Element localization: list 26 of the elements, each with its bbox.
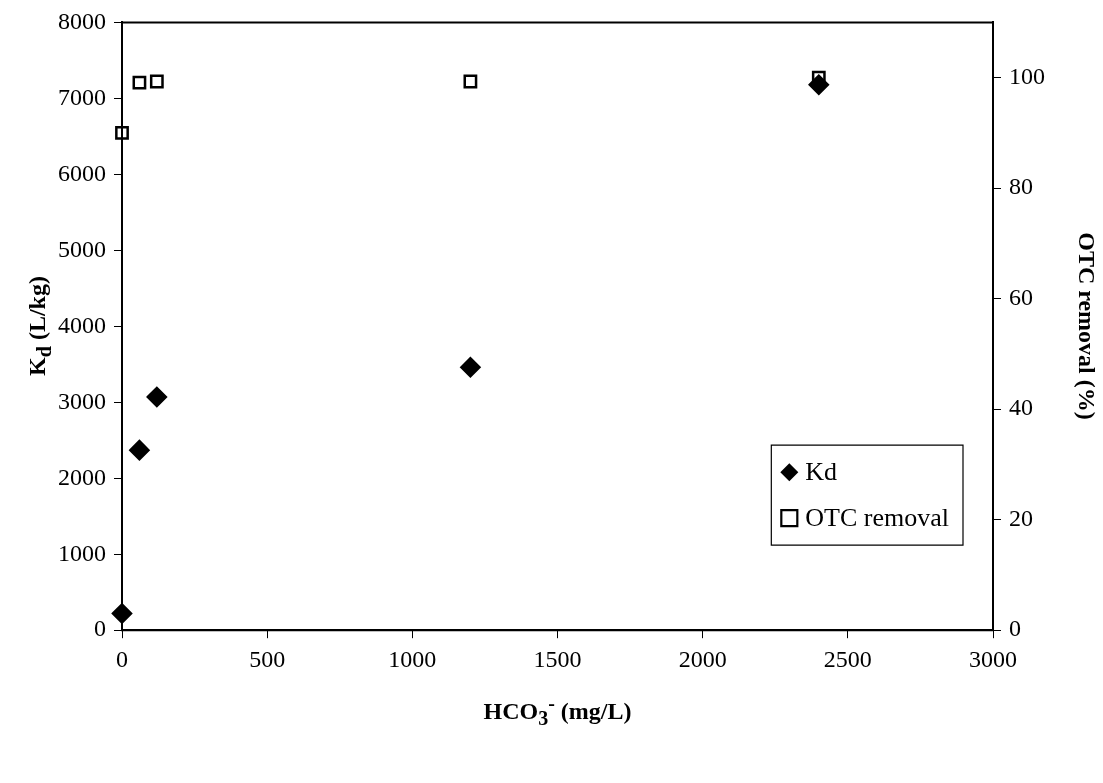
y-tick-label: 4000: [58, 311, 106, 338]
x-tick-label: 1000: [388, 645, 437, 672]
x-tick-label: 3000: [969, 645, 1017, 672]
y2-tick-label: 100: [1009, 62, 1045, 89]
x-axis-title: HCO$_{3}$$^{-}$ (mg/L): [483, 692, 632, 730]
y2-tick-label: 60: [1009, 283, 1033, 310]
y2-tick-label: 80: [1009, 173, 1033, 200]
y2-tick-label: 40: [1009, 394, 1033, 421]
x-tick-label: 500: [249, 645, 286, 672]
y-tick-label: 8000: [58, 7, 106, 34]
y-tick-label: 2000: [58, 463, 106, 490]
y-tick-label: 3000: [58, 387, 106, 414]
y-tick-label: 6000: [58, 159, 106, 186]
x-tick-label: 0: [116, 645, 128, 672]
y2-tick-label: 20: [1009, 504, 1033, 531]
y-tick-label: 0: [94, 615, 106, 642]
y-tick-label: 1000: [58, 539, 106, 566]
y2-tick-label: 0: [1009, 615, 1021, 642]
legend-label: OTC removal: [805, 503, 949, 533]
y-tick-label: 5000: [58, 235, 106, 262]
x-tick-label: 2500: [823, 645, 872, 672]
y2-axis-title: OTC removal (%): [1073, 232, 1100, 421]
y-tick-label: 7000: [58, 83, 106, 110]
x-tick-label: 1500: [533, 645, 582, 672]
legend-label: Kd: [805, 457, 838, 487]
x-tick-label: 2000: [678, 645, 727, 672]
